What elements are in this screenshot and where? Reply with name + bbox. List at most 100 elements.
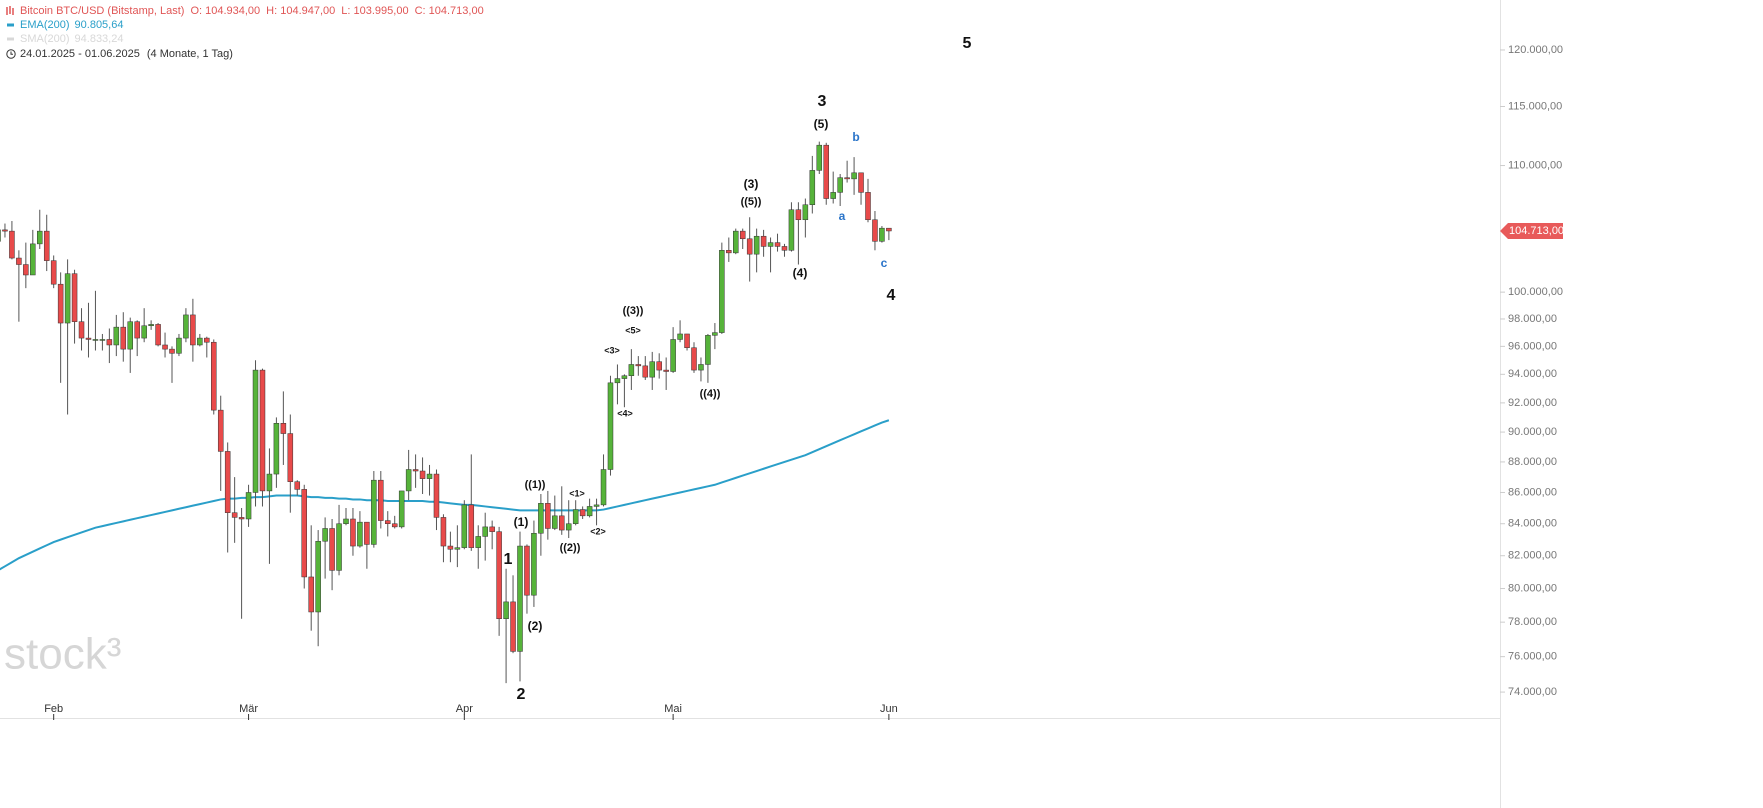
y-tick-label: 84.000,00: [1508, 518, 1557, 530]
candle-body: [259, 369, 266, 492]
wave-label: 5: [963, 35, 972, 52]
candle-body: [50, 260, 57, 285]
price-tag: [1500, 222, 1563, 239]
wave-label: ((5)): [741, 196, 762, 208]
candle-body: [517, 545, 523, 652]
candle-body: [155, 324, 161, 346]
candle-body: [879, 227, 885, 242]
candle-body: [468, 504, 475, 548]
candle-body: [329, 528, 335, 571]
wave-label: 4: [887, 287, 896, 304]
candle-body: [510, 601, 516, 652]
candle-body: [440, 517, 447, 547]
candle-body: [739, 230, 746, 240]
candle-body: [315, 540, 321, 613]
candle-body: [23, 264, 29, 276]
candle-body: [802, 204, 809, 221]
candle-body: [190, 314, 196, 346]
x-tick-label: Feb: [44, 703, 63, 715]
candle-body: [183, 314, 189, 339]
wave-label: ((4)): [700, 388, 721, 400]
legend-name: EMA(200): [20, 19, 70, 31]
candle-body: [43, 230, 50, 261]
wave-label: (4): [793, 266, 808, 280]
candle-body: [85, 337, 92, 340]
candle-body: [426, 473, 433, 479]
candle-body: [217, 409, 224, 452]
candle-body: [71, 273, 78, 322]
y-tick-label: 100.000,00: [1508, 286, 1563, 298]
candle-body: [649, 361, 655, 378]
wave-label: <4>: [617, 408, 633, 418]
candle-body: [816, 144, 823, 171]
candle-body: [211, 341, 217, 411]
x-tick-label: Mai: [664, 703, 682, 715]
candle-body: [656, 361, 662, 371]
candle-body: [231, 512, 238, 518]
candle-body: [809, 170, 816, 206]
candle-body: [148, 324, 154, 327]
candle-body: [858, 172, 864, 193]
candle-body: [336, 523, 342, 571]
candle-body: [16, 257, 22, 265]
candle-body: [2, 229, 8, 232]
candle-body: [886, 227, 892, 232]
candle-body: [106, 339, 113, 346]
candle-body: [266, 473, 273, 492]
candle-body: [343, 518, 349, 524]
candle-body: [30, 243, 36, 276]
candle-body: [545, 503, 551, 529]
candle-body: [837, 177, 843, 193]
candle-body: [872, 219, 878, 242]
candle-body: [705, 335, 711, 365]
candle-body: [92, 339, 99, 341]
candle-body: [733, 230, 739, 254]
candle-body: [301, 489, 307, 578]
candle-body: [691, 347, 697, 371]
candle-body: [57, 283, 64, 324]
candle-body: [364, 521, 370, 545]
candle-body: [579, 509, 586, 517]
candle-body: [169, 348, 175, 354]
wave-label: (5): [814, 117, 829, 131]
instrument-name: Bitcoin BTC/USD (Bitstamp, Last): [20, 5, 184, 17]
candle-body: [600, 469, 607, 506]
candle-body: [120, 326, 127, 350]
period: (4 Monate, 1 Tag): [147, 48, 233, 60]
candle-body: [746, 238, 753, 255]
candle-body: [134, 321, 140, 339]
legend-value: 94.833,24: [75, 33, 124, 45]
candle-body: [197, 337, 203, 346]
candle-body: [322, 528, 328, 542]
x-tick-label: Jun: [880, 703, 898, 715]
y-tick-label: 78.000,00: [1508, 616, 1557, 628]
candle-body: [78, 321, 85, 339]
wave-label: (2): [528, 619, 543, 633]
ohlc-value: L: 103.995,00: [341, 5, 408, 17]
wave-label: c: [881, 256, 888, 270]
y-tick-label: 115.000,00: [1508, 100, 1562, 112]
candle-body: [677, 333, 683, 340]
date-range: 24.01.2025 - 01.06.2025: [20, 48, 140, 60]
candle-body: [663, 369, 669, 372]
wave-label: <2>: [590, 526, 606, 536]
candle-body: [593, 504, 600, 507]
candle-body: [607, 382, 614, 470]
ohlc-value: O: 104.934,00: [190, 5, 260, 17]
candle-body: [496, 531, 502, 620]
candle-body: [176, 337, 182, 354]
candle-body: [350, 518, 356, 547]
candle-body: [385, 520, 391, 524]
header: [6, 6, 16, 59]
wave-label: ((2)): [560, 542, 581, 554]
ema-line: [0, 419, 890, 571]
candle-body: [447, 545, 454, 550]
y-tick-label: 74.000,00: [1508, 686, 1557, 698]
candle-body: [357, 521, 363, 547]
x-tick-label: Apr: [456, 703, 473, 715]
candle-body: [628, 364, 635, 376]
candle-body: [698, 364, 704, 371]
candle-body: [162, 344, 168, 350]
candle-body: [412, 469, 419, 472]
